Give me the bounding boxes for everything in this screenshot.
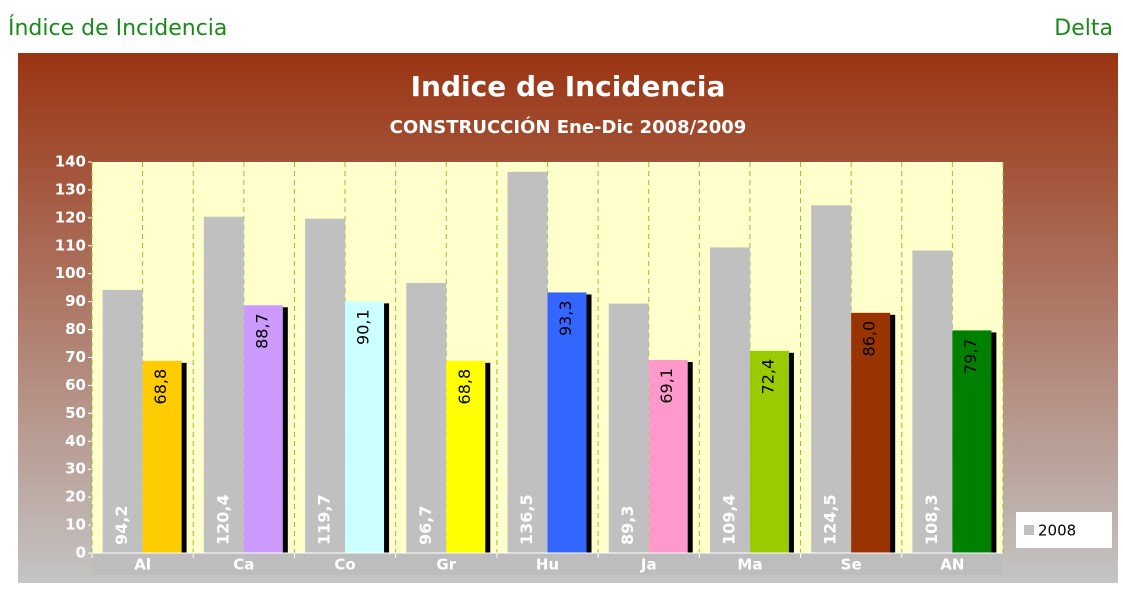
data-label: 136,5 (517, 494, 536, 545)
bar (648, 360, 688, 553)
y-tick-label: 140 (55, 153, 86, 171)
y-tick-label: 20 (65, 488, 86, 506)
y-tick-label: 10 (65, 516, 86, 534)
x-tick-label: AN (940, 556, 964, 574)
page-title: Índice de Incidencia (8, 16, 228, 41)
y-tick-label: 60 (65, 376, 86, 394)
y-tick-label: 0 (76, 544, 86, 562)
bar (547, 292, 587, 553)
y-tick-label: 40 (65, 432, 86, 450)
data-label: 108,3 (922, 494, 941, 545)
legend-swatch (1024, 525, 1034, 535)
x-tick-label: Co (334, 556, 355, 574)
y-tick-label: 130 (55, 180, 86, 198)
bar (305, 218, 346, 553)
data-label: 96,7 (416, 506, 435, 545)
bar (345, 301, 385, 553)
y-tick-label: 100 (55, 264, 86, 282)
y-tick-label: 50 (65, 404, 86, 422)
bar (203, 216, 244, 554)
bar (749, 350, 789, 553)
legend-label: 2008 (1038, 522, 1076, 540)
y-tick-label: 120 (55, 208, 86, 226)
y-tick-label: 90 (65, 292, 86, 310)
data-label: 119,7 (315, 494, 334, 545)
y-tick-label: 70 (65, 348, 86, 366)
x-tick-label: Hu (536, 556, 559, 574)
data-label: 94,2 (112, 506, 131, 545)
bar (446, 360, 486, 553)
bar (142, 360, 182, 553)
y-tick-label: 30 (65, 460, 86, 478)
data-label: 68,8 (455, 369, 474, 405)
data-label: 89,3 (618, 506, 637, 545)
x-tick-label: Ja (640, 556, 657, 574)
bar (102, 289, 143, 553)
page-label: Delta (1054, 16, 1113, 41)
y-tick-label: 110 (55, 236, 86, 254)
bar (811, 205, 852, 553)
x-axis-band (92, 553, 1003, 575)
data-label: 88,7 (252, 313, 271, 349)
data-label: 86,0 (860, 321, 879, 357)
bar (608, 303, 649, 553)
y-tick-label: 80 (65, 320, 86, 338)
bar (952, 330, 992, 553)
chart-subtitle: CONSTRUCCIÓN Ene-Dic 2008/2009 (390, 116, 747, 138)
data-label: 120,4 (213, 494, 232, 545)
data-label: 93,3 (556, 300, 575, 336)
data-label: 90,1 (354, 309, 373, 345)
data-label: 72,4 (758, 359, 777, 395)
data-label: 124,5 (821, 494, 840, 545)
x-tick-label: Ca (233, 556, 254, 574)
chart-title: Indice de Incidencia (411, 70, 726, 103)
bar (243, 305, 283, 553)
bar (709, 247, 750, 553)
bar (851, 312, 891, 553)
x-tick-label: Gr (436, 556, 456, 574)
x-tick-label: Ma (737, 556, 762, 574)
x-tick-label: Al (134, 556, 151, 574)
data-label: 69,1 (657, 368, 676, 404)
data-label: 79,7 (961, 338, 980, 374)
bar (507, 171, 548, 553)
bar (912, 250, 953, 553)
data-label: 68,8 (151, 369, 170, 405)
data-label: 109,4 (719, 494, 738, 545)
bar (406, 282, 447, 553)
x-tick-label: Se (841, 556, 862, 574)
